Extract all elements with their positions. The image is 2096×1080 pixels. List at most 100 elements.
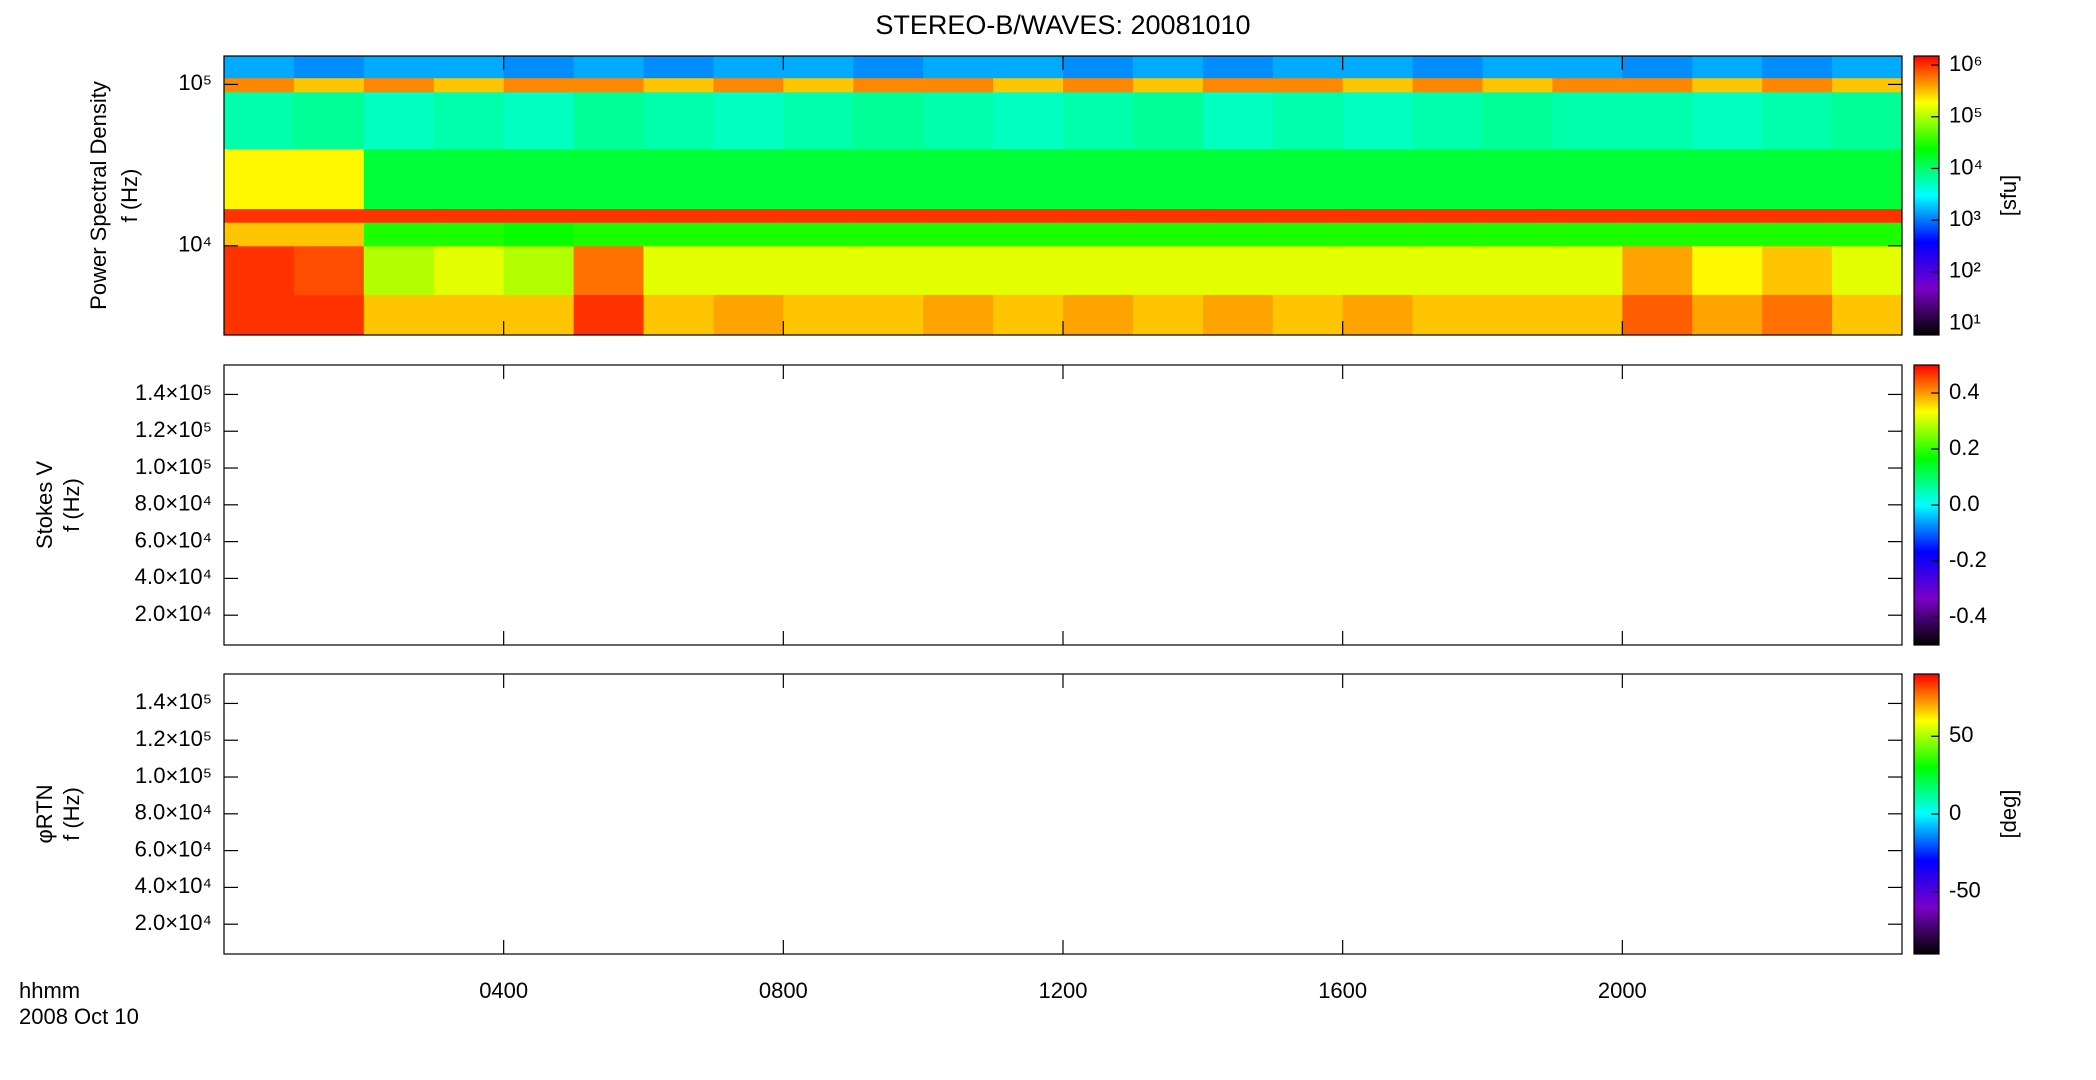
heatmap-cell xyxy=(1552,148,1623,210)
heatmap-cell xyxy=(1132,294,1204,336)
heatmap-cell xyxy=(1342,56,1414,79)
heatmap-cell xyxy=(1692,77,1763,93)
y-tick-label: 1.4×10⁵ xyxy=(135,689,212,714)
y-axis-label: φRTN xyxy=(32,784,57,843)
heatmap-cell xyxy=(1063,294,1134,336)
heatmap-cell xyxy=(1622,245,1693,295)
heatmap-cell xyxy=(783,222,854,247)
heatmap-cell xyxy=(1622,77,1693,93)
heatmap-cell xyxy=(1482,91,1553,150)
heatmap-cell xyxy=(503,294,575,336)
heatmap-cell xyxy=(713,91,784,150)
x-tick-label: 0800 xyxy=(759,978,808,1003)
heatmap-cell xyxy=(433,294,505,336)
heatmap-cell xyxy=(1063,208,1134,223)
heatmap-cell xyxy=(853,56,924,79)
heatmap-cell xyxy=(1832,222,1903,247)
heatmap-cell xyxy=(1202,294,1274,336)
plot-frame xyxy=(223,673,1903,955)
y-tick-label: 2.0×10⁴ xyxy=(135,601,212,626)
heatmap-cell xyxy=(573,148,644,210)
heatmap-cell xyxy=(1412,245,1483,295)
heatmap-cell xyxy=(293,56,365,79)
heatmap-cell xyxy=(1063,56,1134,79)
colorbar-tick-label: 10³ xyxy=(1949,206,1981,231)
heatmap-cell xyxy=(1622,148,1693,210)
chart-title: STEREO-B/WAVES: 20081010 xyxy=(875,10,1250,40)
heatmap-cell xyxy=(1552,77,1623,93)
heatmap-cell xyxy=(1272,208,1344,223)
heatmap-cell xyxy=(433,91,505,150)
heatmap-cell xyxy=(1272,148,1344,210)
y-tick-label: 8.0×10⁴ xyxy=(135,491,212,516)
colorbar-tick-label: 10⁵ xyxy=(1949,103,1983,128)
heatmap-cell xyxy=(1272,56,1344,79)
heatmap-cell xyxy=(1832,148,1903,210)
heatmap-cell xyxy=(993,294,1064,336)
colorbar xyxy=(1913,55,1940,336)
heatmap-cell xyxy=(1202,91,1274,150)
heatmap-cell xyxy=(1552,294,1623,336)
colorbar-tick-label: 50 xyxy=(1949,722,1973,747)
heatmap-cell xyxy=(1482,245,1553,295)
heatmap-cell xyxy=(224,91,295,150)
heatmap-cell xyxy=(783,208,854,223)
heatmap-cell xyxy=(1063,91,1134,150)
y-tick-label: 1.2×10⁵ xyxy=(135,726,212,751)
x-tick-label: 0400 xyxy=(479,978,528,1003)
x-tick-label: 1600 xyxy=(1318,978,1367,1003)
heatmap-cell xyxy=(293,148,365,210)
heatmap-cell xyxy=(1762,208,1833,223)
heatmap-cell xyxy=(1762,222,1833,247)
heatmap-cell xyxy=(363,77,435,93)
heatmap-cell xyxy=(433,56,505,79)
heatmap-cell xyxy=(503,77,575,93)
heatmap-cell xyxy=(1202,56,1274,79)
heatmap-cell xyxy=(293,245,365,295)
heatmap-cell xyxy=(573,208,644,223)
heatmap-cell xyxy=(993,56,1064,79)
colorbar-tick-label: 10⁶ xyxy=(1949,51,1983,76)
colorbar-tick-label: 10² xyxy=(1949,258,1981,283)
heatmap-cell xyxy=(293,77,365,93)
heatmap-cell xyxy=(1272,294,1344,336)
heatmap-cell xyxy=(1342,222,1414,247)
heatmap-cell xyxy=(573,56,644,79)
y-tick-label: 4.0×10⁴ xyxy=(135,873,212,898)
heatmap-cell xyxy=(923,56,994,79)
heatmap-cell xyxy=(923,222,994,247)
colorbar-tick-label: 10¹ xyxy=(1949,309,1981,334)
y-tick-label: 8.0×10⁴ xyxy=(135,800,212,825)
colorbar-label: [deg] xyxy=(1996,790,2021,839)
y-axis-label: f (Hz) xyxy=(59,478,84,532)
colorbar-tick-label: -0.4 xyxy=(1949,603,1987,628)
heatmap-cell xyxy=(1762,245,1833,295)
y-tick-label: 2.0×10⁴ xyxy=(135,910,212,935)
heatmap-cell xyxy=(1622,91,1693,150)
colorbar-tick-label: 0.0 xyxy=(1949,491,1980,516)
heatmap-cell xyxy=(293,222,365,247)
heatmap-cell xyxy=(1692,91,1763,150)
heatmap-cell xyxy=(1412,56,1483,79)
heatmap-cell xyxy=(1552,208,1623,223)
heatmap-cell xyxy=(1342,245,1414,295)
heatmap-cell xyxy=(503,56,575,79)
heatmap-cell xyxy=(783,294,854,336)
heatmap-cell xyxy=(573,294,644,336)
heatmap-cell xyxy=(1342,294,1414,336)
heatmap-cell xyxy=(1622,56,1693,79)
heatmap-cell xyxy=(1202,222,1274,247)
heatmap-cell xyxy=(1482,208,1553,223)
heatmap-cell xyxy=(293,294,365,336)
heatmap-cell xyxy=(1692,245,1763,295)
x-axis-label: hhmm xyxy=(19,978,80,1003)
heatmap-cell xyxy=(713,56,784,79)
heatmap-cell xyxy=(643,91,714,150)
heatmap-cell xyxy=(1762,91,1833,150)
x-tick-label: 2000 xyxy=(1598,978,1647,1003)
heatmap-cell xyxy=(643,208,714,223)
heatmap-cell xyxy=(1412,294,1483,336)
y-tick-label: 4.0×10⁴ xyxy=(135,564,212,589)
heatmap-cell xyxy=(1692,294,1763,336)
heatmap-cell xyxy=(1762,56,1833,79)
